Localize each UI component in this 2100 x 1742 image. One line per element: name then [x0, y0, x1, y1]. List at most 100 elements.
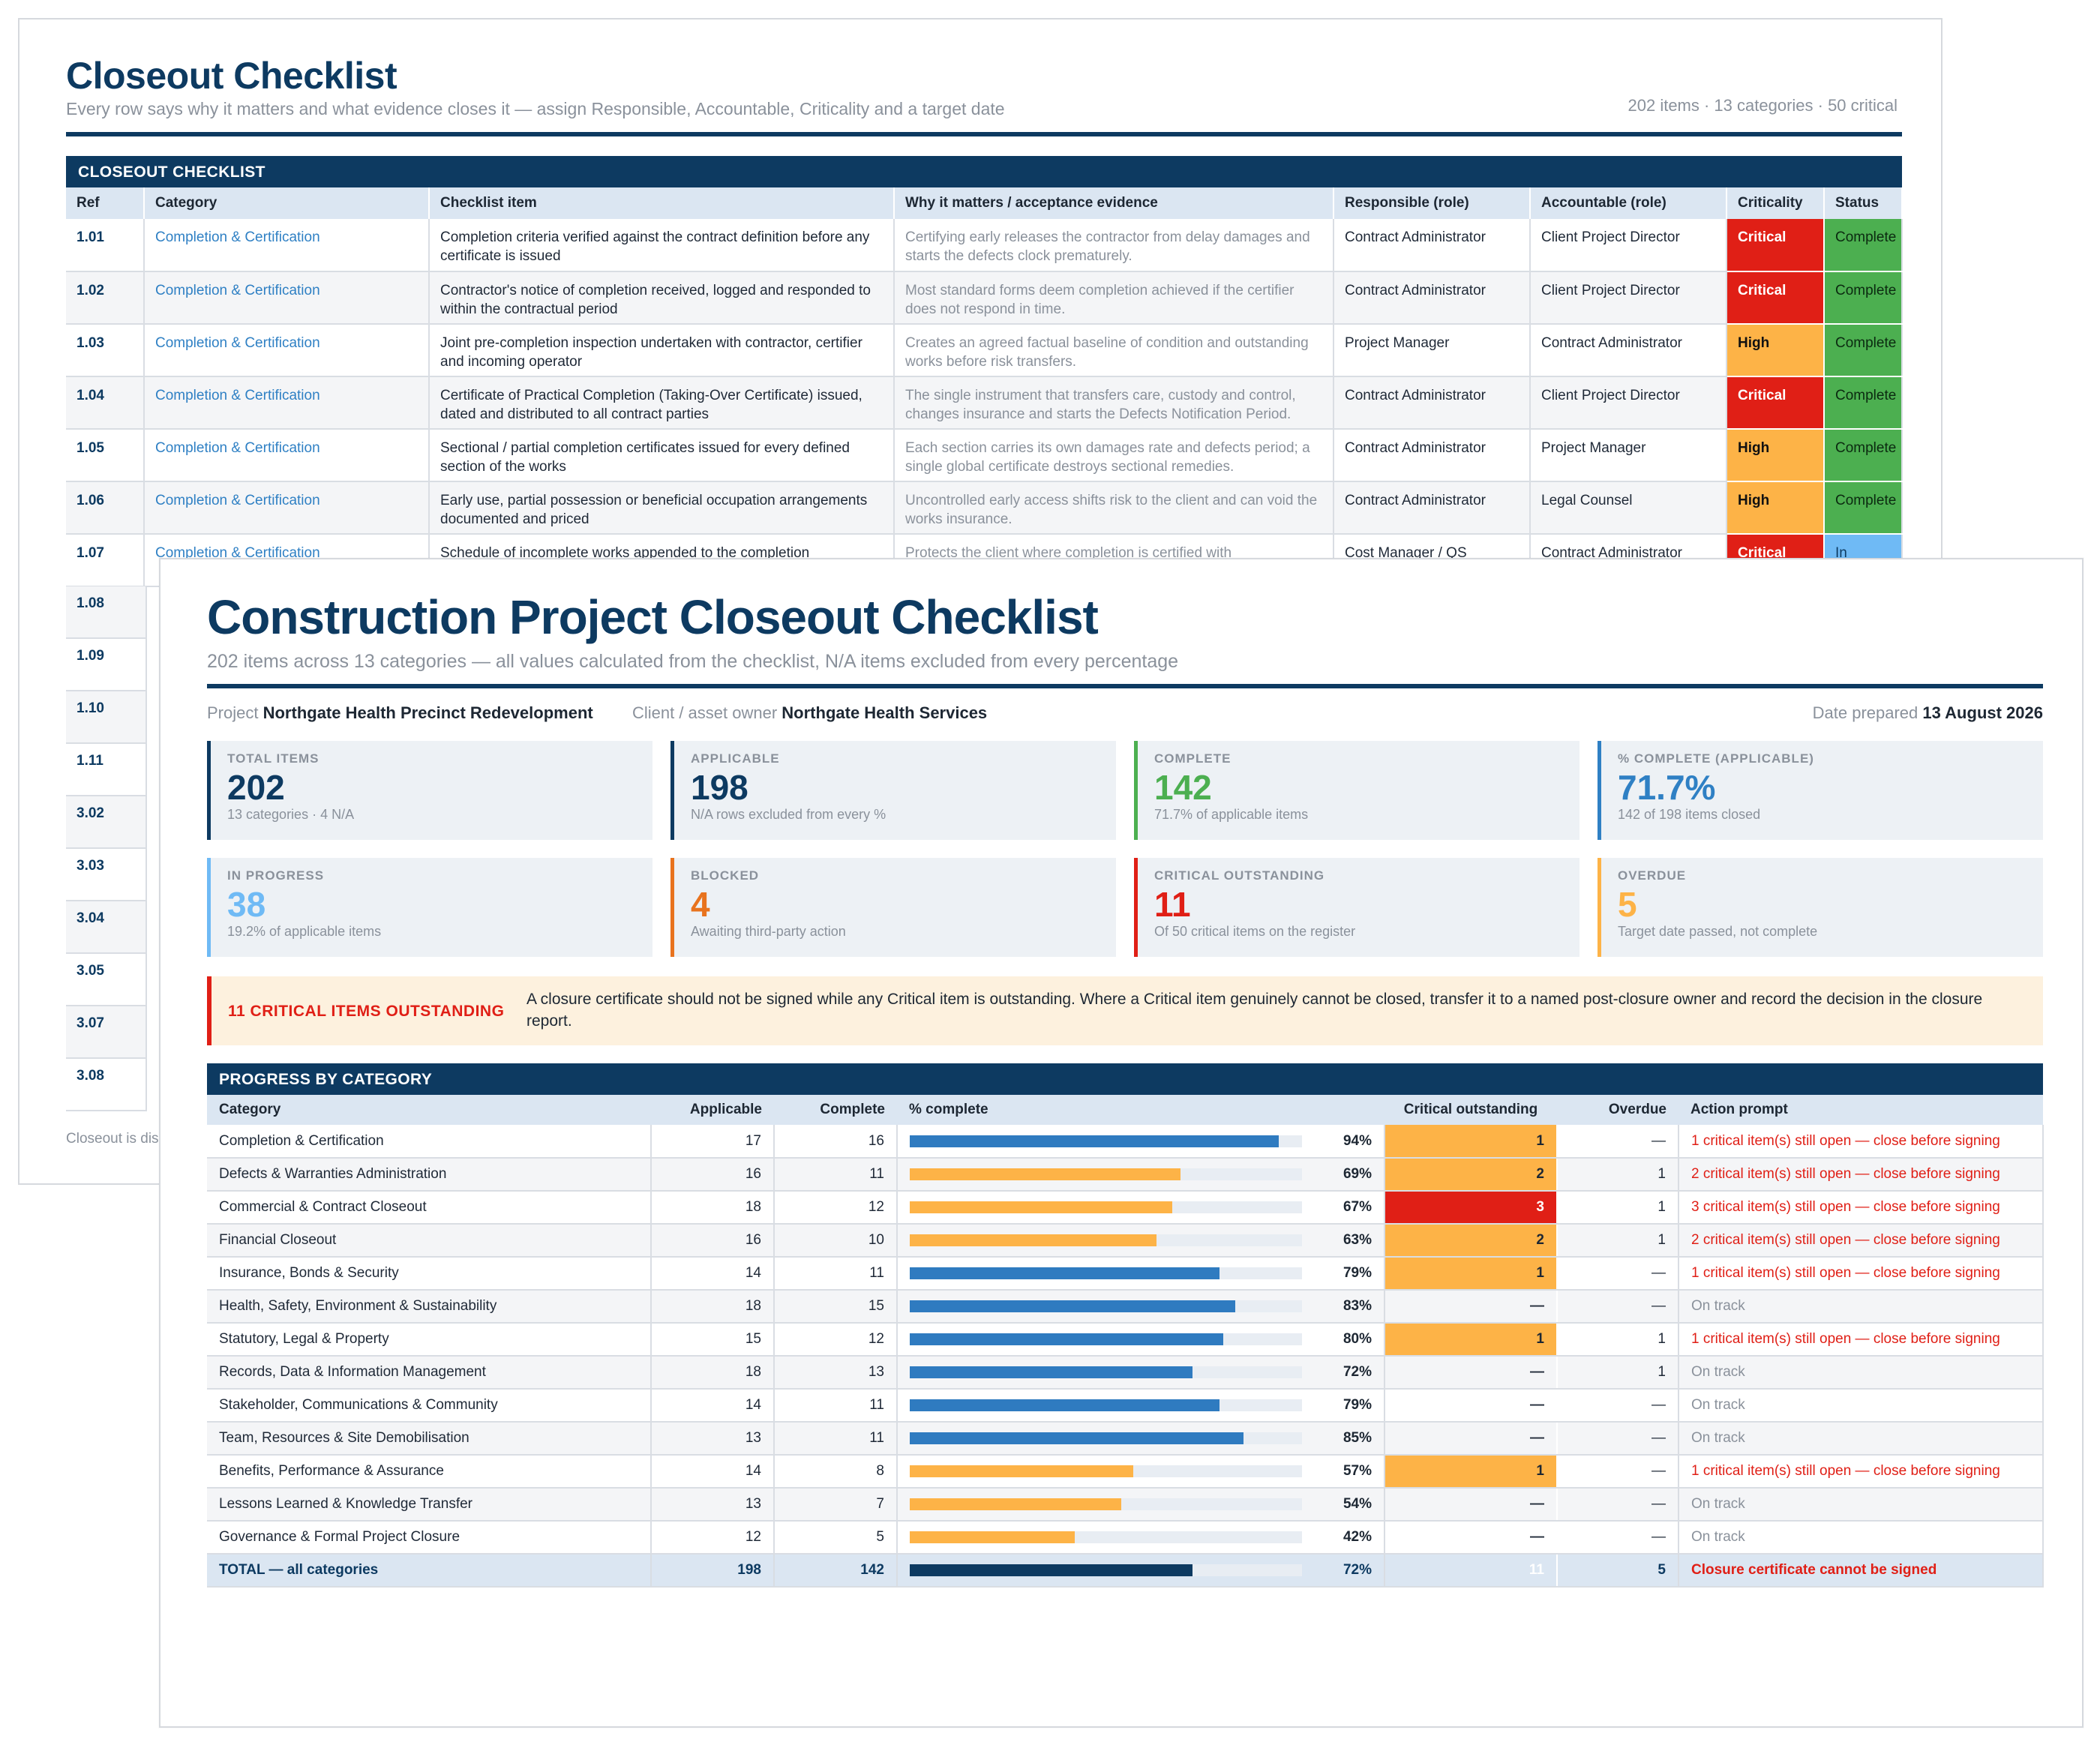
kpi-note: 19.2% of applicable items — [227, 924, 382, 939]
kpi-note: 71.7% of applicable items — [1154, 807, 1309, 822]
applicable-cell: 18 — [651, 1191, 775, 1225]
percent-label: 85% — [1314, 1422, 1385, 1456]
percent-label: 57% — [1314, 1455, 1385, 1489]
ref-cell: 1.02 — [66, 271, 145, 325]
progress-bar-cell — [897, 1554, 1314, 1588]
critical-outstanding-cell: 1 — [1384, 1323, 1558, 1357]
action-prompt: On track — [1678, 1521, 2044, 1555]
category-link[interactable]: Completion & Certification — [144, 219, 430, 272]
why-cell: The single instrument that transfers car… — [894, 376, 1334, 430]
category-link[interactable]: Completion & Certification — [144, 271, 430, 325]
kpi-label: COMPLETE — [1154, 751, 1232, 766]
category-cell: Insurance, Bonds & Security — [207, 1257, 652, 1291]
progress-bar-cell — [897, 1356, 1314, 1390]
ref-cell: 3.05 — [66, 954, 147, 1006]
checklist-table: Ref Category Checklist item Why it matters … — [66, 187, 1903, 587]
progress-fill — [910, 1465, 1134, 1477]
kpi-label: % COMPLETE (APPLICABLE) — [1618, 751, 1814, 766]
progress-bar-cell — [897, 1290, 1314, 1324]
title-rule — [207, 684, 2043, 688]
table-row: Completion & Certification 17 16 94% 1—1 cri… — [207, 1125, 2044, 1159]
table-row: 1.02 Completion & Certification Contractor… — [66, 271, 1903, 325]
progress-bar-cell — [897, 1125, 1314, 1159]
complete-cell: 16 — [774, 1125, 898, 1159]
critical-outstanding-cell: 11 — [1384, 1554, 1558, 1588]
critical-outstanding-cell: — — [1384, 1488, 1558, 1522]
critical-outstanding-cell: — — [1384, 1422, 1558, 1456]
progress-bar-cell — [897, 1257, 1314, 1291]
client-name: Northgate Health Services — [782, 703, 988, 722]
category-cell: Lessons Learned & Knowledge Transfer — [207, 1488, 652, 1522]
overdue-cell: — — [1557, 1488, 1679, 1522]
category-cell: Stakeholder, Communications & Community — [207, 1389, 652, 1423]
table-row: 1.05 Completion & Certification Sectional … — [66, 429, 1903, 482]
table-row: 1.06 Completion & Certification Early use,… — [66, 481, 1903, 535]
category-cell: Financial Closeout — [207, 1224, 652, 1258]
dashboard-subtitle: 202 items across 13 categories — all val… — [207, 651, 1179, 672]
complete-cell: 11 — [774, 1389, 898, 1423]
progress-track — [910, 1531, 1302, 1543]
section-header: PROGRESS BY CATEGORY — [207, 1063, 2043, 1095]
checklist-item-cell: Early use, partial possession or benefic… — [429, 481, 895, 535]
why-cell: Most standard forms deem completion achi… — [894, 271, 1334, 325]
kpi-row-1: TOTAL ITEMS 202 13 categories · 4 N/A APPLI… — [207, 741, 2043, 840]
status-badge: Complete — [1824, 271, 1903, 325]
status-badge: Complete — [1824, 481, 1903, 535]
category-link[interactable]: Completion & Certification — [144, 481, 430, 535]
criticality-badge: High — [1726, 324, 1825, 377]
status-badge: Complete — [1824, 324, 1903, 377]
ref-cell: 3.04 — [66, 901, 147, 954]
action-prompt: 3 critical item(s) still open — close be… — [1678, 1191, 2044, 1225]
percent-label: 72% — [1314, 1554, 1385, 1588]
action-prompt: 2 critical item(s) still open — close be… — [1678, 1158, 2044, 1192]
category-cell: Statutory, Legal & Property — [207, 1323, 652, 1357]
complete-cell: 11 — [774, 1257, 898, 1291]
date-label: Date prepared — [1812, 703, 1918, 722]
critical-outstanding-cell: — — [1384, 1356, 1558, 1390]
overdue-cell: — — [1557, 1290, 1679, 1324]
kpi-card: BLOCKED 4 Awaiting third-party action — [670, 858, 1116, 957]
kpi-note: 13 categories · 4 N/A — [227, 807, 355, 822]
percent-label: 69% — [1314, 1158, 1385, 1192]
accountable-cell: Contract Administrator — [1530, 324, 1727, 377]
ref-cell: 3.08 — [66, 1059, 147, 1111]
applicable-cell: 14 — [651, 1257, 775, 1291]
table-row: Statutory, Legal & Property 15 12 80% 1 1 1 cr… — [207, 1323, 2044, 1357]
kpi-value: 202 — [227, 768, 285, 807]
criticality-badge: High — [1726, 429, 1825, 482]
category-link[interactable]: Completion & Certification — [144, 429, 430, 482]
category-cell: TOTAL — all categories — [207, 1554, 652, 1588]
progress-track — [910, 1267, 1302, 1279]
table-row: Benefits, Performance & Assurance 14 8 57% 1… — [207, 1455, 2044, 1489]
category-link[interactable]: Completion & Certification — [144, 324, 430, 377]
progress-track — [910, 1399, 1302, 1411]
kpi-card: CRITICAL OUTSTANDING 11 Of 50 critical ite… — [1134, 858, 1580, 957]
percent-label: 94% — [1314, 1125, 1385, 1159]
critical-outstanding-cell: 3 — [1384, 1191, 1558, 1225]
percent-label: 42% — [1314, 1521, 1385, 1555]
progress-bar-cell — [897, 1455, 1314, 1489]
ref-cell: 1.08 — [66, 586, 147, 639]
ref-cell: 1.11 — [66, 744, 147, 796]
progress-fill — [910, 1267, 1220, 1279]
complete-cell: 142 — [774, 1554, 898, 1588]
checklist-item-cell: Completion criteria verified against the… — [429, 219, 895, 272]
progress-track — [910, 1333, 1302, 1345]
table-row: Commercial & Contract Closeout 18 12 67% 3 1 3… — [207, 1191, 2044, 1225]
criticality-badge: Critical — [1726, 376, 1825, 430]
critical-outstanding-cell: 2 — [1384, 1158, 1558, 1192]
closeout-dashboard-sheet: Construction Project Closeout Checklist … — [159, 558, 2084, 1728]
sheet-footer: Closeout is dis — [66, 1131, 159, 1147]
table-row: Lessons Learned & Knowledge Transfer 13 7 5… — [207, 1488, 2044, 1522]
kpi-note: N/A rows excluded from every % — [691, 807, 886, 822]
ref-cell: 1.04 — [66, 376, 145, 430]
applicable-cell: 14 — [651, 1455, 775, 1489]
ref-cell: 1.05 — [66, 429, 145, 482]
kpi-label: TOTAL ITEMS — [227, 751, 320, 766]
category-link[interactable]: Completion & Certification — [144, 376, 430, 430]
responsible-cell: Contract Administrator — [1334, 219, 1531, 272]
overdue-cell: — — [1557, 1422, 1679, 1456]
applicable-cell: 16 — [651, 1158, 775, 1192]
column-header: % complete — [897, 1095, 1314, 1125]
table-row: Team, Resources & Site Demobilisation 13 1… — [207, 1422, 2044, 1456]
